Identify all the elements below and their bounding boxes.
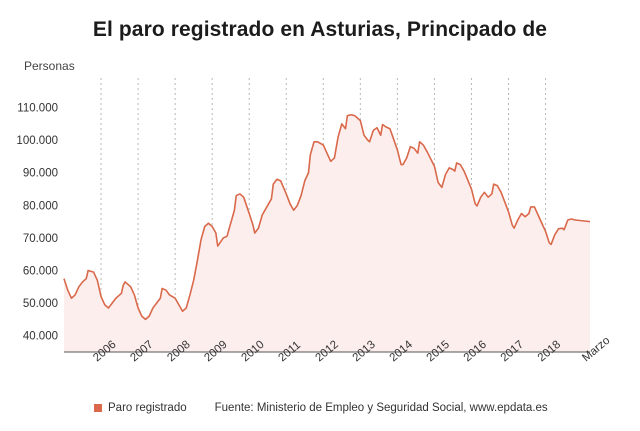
y-tick-label: 70.000 bbox=[23, 233, 58, 245]
y-tick-label: 60.000 bbox=[23, 266, 58, 278]
legend-swatch bbox=[94, 404, 102, 412]
chart-title: El paro registrado en Asturias, Principa… bbox=[92, 18, 548, 41]
y-axis-label: Personas bbox=[24, 59, 75, 73]
source-text: Fuente: Ministerio de Empleo y Seguridad… bbox=[214, 402, 548, 414]
legend-label: Paro registrado bbox=[108, 402, 187, 414]
y-tick-label: 90.000 bbox=[23, 168, 58, 180]
y-tick-label: 80.000 bbox=[23, 200, 58, 212]
y-tick-label: 50.000 bbox=[23, 298, 58, 310]
series-line bbox=[63, 113, 591, 321]
legend: Paro registrado Fuente: Ministerio de Em… bbox=[94, 402, 548, 414]
y-tick-label: 110.000 bbox=[17, 103, 58, 115]
series-area-fill bbox=[64, 114, 590, 352]
y-tick-label: 40.000 bbox=[23, 331, 58, 343]
y-tick-labels: 40.000 50.000 60.000 70.000 80.000 90.000 100.… bbox=[16, 103, 58, 343]
y-tick-label: 100.000 bbox=[16, 135, 58, 147]
